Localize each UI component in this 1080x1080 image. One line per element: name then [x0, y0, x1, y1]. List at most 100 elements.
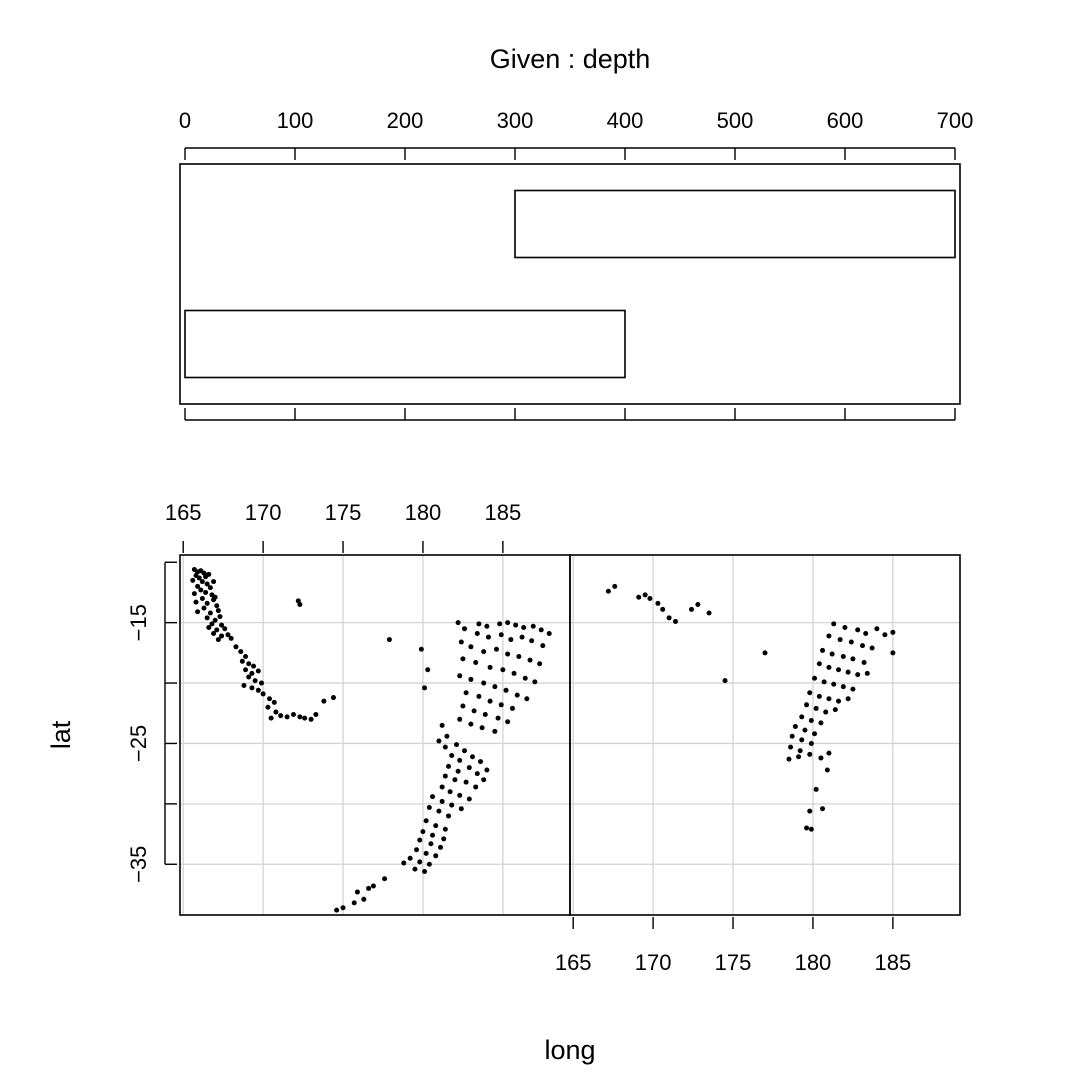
data-point [492, 684, 498, 690]
data-point [198, 587, 204, 593]
data-point [855, 627, 861, 633]
data-point [219, 633, 225, 639]
data-point [823, 709, 829, 715]
data-point [804, 702, 810, 708]
data-point [863, 631, 869, 637]
data-point [436, 808, 442, 814]
data-point [214, 603, 220, 609]
data-point [428, 841, 434, 847]
data-point [215, 637, 221, 643]
data-point [890, 629, 896, 635]
data-point [386, 637, 392, 643]
data-point [225, 632, 231, 638]
data-point [417, 859, 423, 865]
data-point [807, 751, 813, 757]
data-point [273, 709, 279, 715]
data-point [195, 583, 201, 589]
data-point [826, 750, 832, 756]
data-point [414, 847, 420, 853]
data-point [460, 656, 466, 662]
data-point [487, 698, 493, 704]
data-point [439, 784, 445, 790]
data-point [476, 693, 482, 699]
data-point [799, 714, 805, 720]
data-point [481, 680, 487, 686]
data-point [812, 731, 818, 737]
data-point [204, 581, 210, 587]
data-point [454, 742, 460, 748]
y-tick-label: −25 [126, 725, 151, 762]
data-point [259, 680, 265, 686]
data-point [209, 621, 215, 627]
y-axis-label: lat [46, 720, 76, 749]
data-point [351, 900, 357, 906]
data-point [473, 660, 479, 666]
data-point [804, 825, 810, 831]
y-tick-label: −15 [126, 604, 151, 641]
data-point [441, 836, 447, 842]
data-point [436, 738, 442, 744]
data-point [530, 623, 536, 629]
given-tick-label: 100 [277, 108, 314, 133]
data-point [260, 691, 266, 697]
data-point [423, 850, 429, 856]
data-point [420, 829, 426, 835]
data-point [442, 826, 448, 832]
data-point [211, 631, 217, 637]
data-point [249, 685, 255, 691]
data-point [340, 905, 346, 911]
data-point [468, 676, 474, 682]
data-point [466, 796, 472, 802]
data-point [430, 832, 436, 838]
data-point [850, 656, 856, 662]
data-point [477, 759, 483, 765]
data-point [302, 715, 308, 721]
data-point [321, 698, 327, 704]
data-point [524, 696, 530, 702]
data-point [836, 698, 842, 704]
data-point [463, 690, 469, 696]
data-point [514, 692, 520, 698]
data-point [655, 600, 661, 606]
data-point [458, 639, 464, 645]
data-point [233, 644, 239, 650]
data-point [527, 657, 533, 663]
data-point [706, 610, 712, 616]
data-point [820, 806, 826, 812]
data-point [485, 634, 491, 640]
data-point [211, 597, 217, 603]
data-point [508, 637, 514, 643]
data-point [267, 696, 273, 702]
data-point [460, 703, 466, 709]
data-point [468, 721, 474, 727]
data-point [228, 635, 234, 641]
data-point [449, 753, 455, 759]
data-point [382, 876, 388, 882]
data-point [203, 589, 209, 595]
data-point [476, 621, 482, 627]
data-point [672, 618, 678, 624]
data-point [433, 853, 439, 859]
data-point [605, 588, 611, 594]
data-point [433, 823, 439, 829]
data-point [612, 583, 618, 589]
data-point [446, 763, 452, 769]
data-point [407, 855, 413, 861]
data-point [206, 571, 212, 577]
data-point [500, 667, 506, 673]
data-point [505, 620, 511, 626]
data-point [265, 704, 271, 710]
data-point [238, 649, 244, 655]
data-point [241, 682, 247, 688]
data-point [470, 754, 475, 760]
data-point [196, 575, 202, 581]
data-point [442, 744, 448, 750]
x-tick-label: 185 [875, 950, 912, 975]
data-point [366, 885, 372, 891]
data-point [882, 632, 888, 638]
data-point [666, 615, 672, 621]
data-point [688, 606, 694, 612]
data-point [505, 719, 511, 725]
given-tick-label: 200 [387, 108, 424, 133]
